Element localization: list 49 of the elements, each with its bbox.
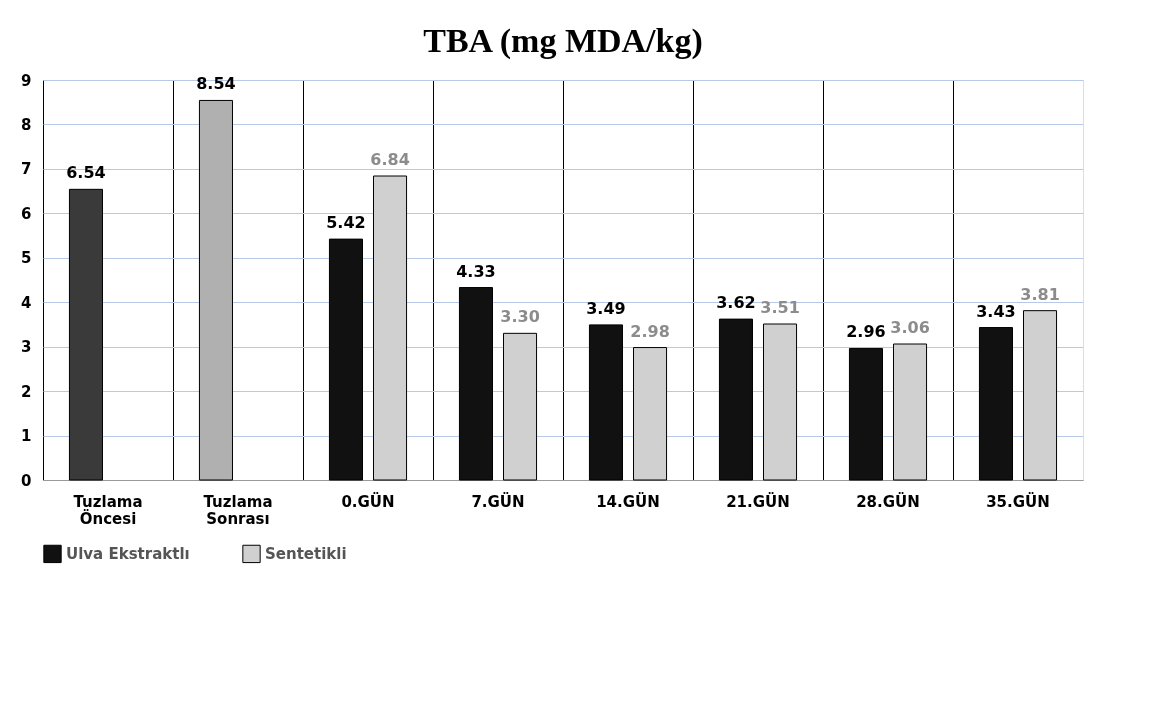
bar [458,287,493,481]
bar [718,318,753,481]
chart-title: TBA (mg MDA/kg) [423,22,703,60]
bar [893,343,928,481]
x-tick-label: Tuzlama Öncesi [73,492,143,528]
data-label: 3.43 [976,301,1016,321]
y-tick-label: 4 [21,293,32,312]
data-label: 4.33 [456,261,496,281]
y-tick-label: 6 [21,204,32,223]
bar [373,175,408,481]
data-label: 3.06 [890,318,930,337]
y-tick-label: 7 [21,160,32,179]
bar [328,238,363,481]
y-tick-label: 1 [21,427,32,446]
bar [68,188,103,481]
y-tick-label: 8 [21,115,32,134]
bar [978,327,1013,481]
data-label: 6.54 [66,163,106,183]
legend-label: Sentetikli [265,544,347,563]
x-tick-label: Tuzlama Sonrası [203,492,273,528]
data-label: 3.49 [586,298,626,318]
bar [848,347,883,481]
x-tick-label: 14.GÜN [596,491,660,511]
bar [1023,310,1058,481]
bar [633,347,668,481]
data-label: 3.62 [716,293,756,313]
x-tick-label: 0.GÜN [341,491,395,511]
data-label: 3.30 [500,307,540,327]
bar [503,332,538,481]
y-tick-label: 5 [21,249,32,268]
bar [588,324,623,481]
bar [198,99,233,481]
data-label: 3.81 [1020,284,1060,304]
y-tick-label: 9 [21,71,32,90]
data-label: 3.51 [760,298,800,317]
x-tick-label: 7.GÜN [471,491,525,511]
data-label: 2.98 [630,321,670,341]
data-label: 5.42 [326,213,366,233]
y-tick-label: 3 [21,338,32,357]
data-label: 6.84 [370,150,410,169]
y-tick-label: 0 [21,471,32,490]
legend-label: Ulva Ekstraktlı [66,544,190,563]
x-tick-label: 28.GÜN [856,491,920,511]
data-label: 8.54 [196,74,236,94]
data-label: 2.96 [846,322,886,342]
x-tick-label: 35.GÜN [986,491,1050,511]
bar [763,323,798,481]
x-tick-label: 21.GÜN [726,491,790,511]
y-tick-label: 2 [21,382,32,401]
